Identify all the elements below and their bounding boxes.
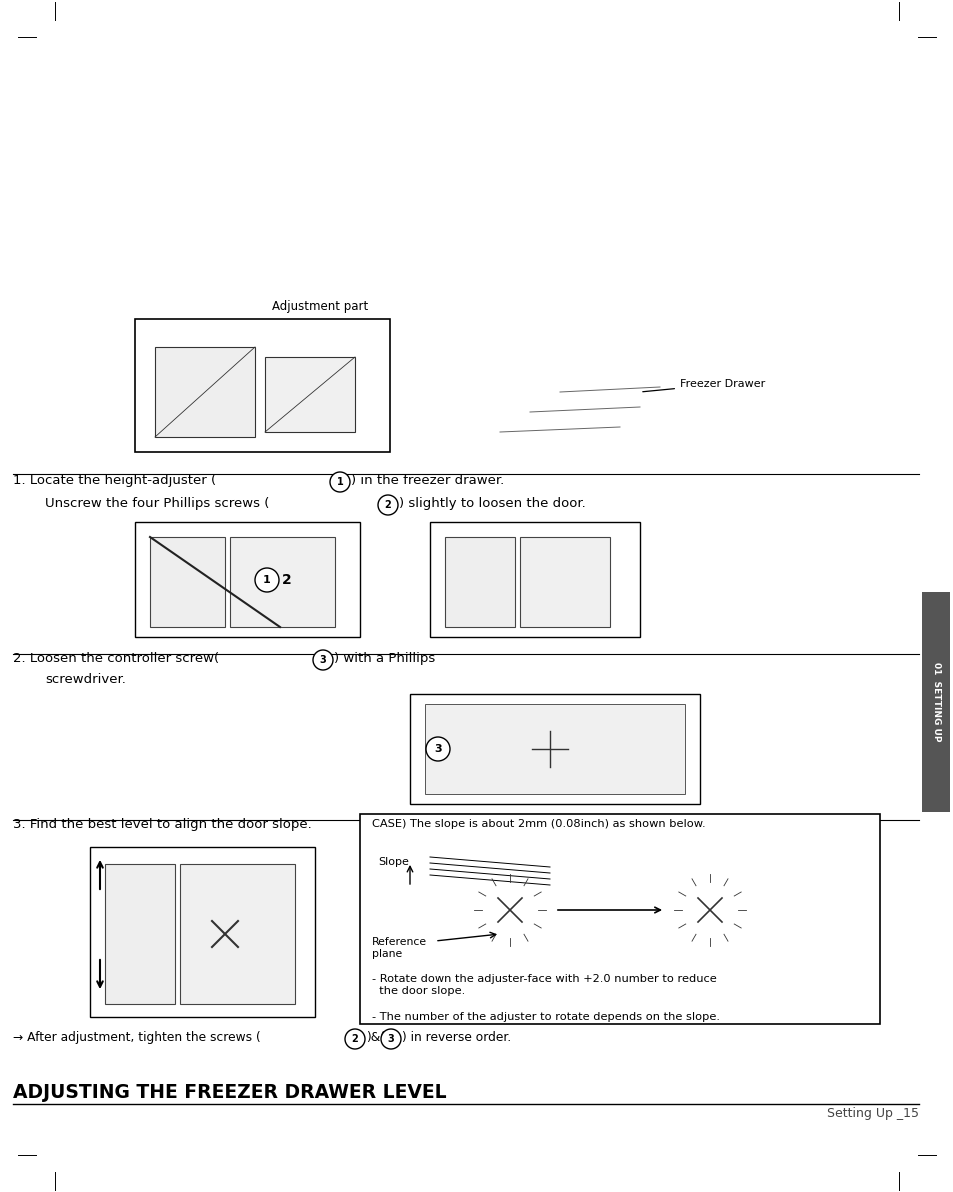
Text: ) with a Phillips: ) with a Phillips: [334, 652, 435, 665]
Text: - The number of the adjuster to rotate depends on the slope.: - The number of the adjuster to rotate d…: [372, 1012, 720, 1022]
Text: Slope: Slope: [377, 857, 409, 867]
Circle shape: [254, 569, 278, 592]
Circle shape: [377, 495, 397, 515]
Circle shape: [283, 378, 307, 402]
Text: - Rotate down the adjuster-face with +2.0 number to reduce
  the door slope.: - Rotate down the adjuster-face with +2.…: [372, 974, 716, 995]
Circle shape: [330, 472, 350, 492]
Polygon shape: [450, 317, 720, 467]
Text: Unscrew the four Phillips screws (: Unscrew the four Phillips screws (: [45, 497, 269, 510]
Text: Setting Up _15: Setting Up _15: [826, 1107, 918, 1120]
Bar: [444, 538, 515, 627]
Text: Reference
plane: Reference plane: [372, 937, 427, 958]
Bar: [359, 814, 879, 1024]
Bar: [265, 356, 355, 432]
Circle shape: [190, 899, 260, 969]
Text: → After adjustment, tighten the screws (: → After adjustment, tighten the screws (: [13, 1031, 260, 1044]
Text: 3. Find the best level to align the door slope.: 3. Find the best level to align the door…: [13, 818, 312, 831]
Text: Adjustment part: Adjustment part: [272, 300, 368, 313]
Text: )&(: )&(: [366, 1031, 385, 1044]
Bar: [105, 864, 174, 1004]
Bar: [230, 538, 335, 627]
Text: 1: 1: [263, 575, 271, 585]
Text: 1. Locate the height-adjuster (: 1. Locate the height-adjuster (: [13, 474, 216, 488]
Bar: [921, 592, 949, 812]
Bar: [154, 347, 254, 437]
Text: ADJUSTING THE FREEZER DRAWER LEVEL: ADJUSTING THE FREEZER DRAWER LEVEL: [13, 1084, 446, 1103]
Bar: [150, 538, 225, 627]
Circle shape: [283, 408, 307, 432]
Text: ) in the freezer drawer.: ) in the freezer drawer.: [351, 474, 504, 488]
Text: 1: 1: [336, 477, 343, 488]
Circle shape: [345, 1029, 365, 1049]
Text: Freezer Drawer: Freezer Drawer: [642, 379, 764, 392]
Circle shape: [472, 873, 547, 948]
Bar: [180, 864, 294, 1004]
Text: 2: 2: [282, 573, 292, 586]
Circle shape: [200, 408, 224, 432]
Text: 01  SETTING UP: 01 SETTING UP: [930, 663, 940, 741]
Text: CASE) The slope is about 2mm (0.08inch) as shown below.: CASE) The slope is about 2mm (0.08inch) …: [372, 819, 705, 828]
Text: screwdriver.: screwdriver.: [45, 673, 126, 687]
Text: ) in reverse order.: ) in reverse order.: [401, 1031, 511, 1044]
Circle shape: [532, 731, 567, 766]
Bar: [430, 522, 639, 637]
Circle shape: [426, 737, 450, 760]
Text: 2: 2: [352, 1033, 358, 1044]
Bar: [90, 848, 314, 1017]
Text: 2: 2: [384, 499, 391, 510]
Bar: [135, 319, 390, 452]
Bar: [410, 694, 700, 803]
Circle shape: [453, 588, 471, 606]
Text: ) slightly to loosen the door.: ) slightly to loosen the door.: [398, 497, 585, 510]
Circle shape: [573, 592, 590, 611]
Text: 3: 3: [387, 1033, 394, 1044]
Circle shape: [671, 873, 747, 948]
Text: 2. Loosen the controller screw(: 2. Loosen the controller screw(: [13, 652, 219, 665]
Circle shape: [453, 555, 471, 573]
Bar: [135, 522, 359, 637]
Bar: [439, 312, 809, 472]
Bar: [424, 704, 684, 794]
Bar: [519, 538, 609, 627]
Circle shape: [313, 650, 333, 670]
Text: 3: 3: [319, 654, 326, 665]
Circle shape: [160, 375, 184, 399]
Circle shape: [540, 592, 558, 611]
Circle shape: [380, 1029, 400, 1049]
Text: 3: 3: [434, 744, 441, 755]
